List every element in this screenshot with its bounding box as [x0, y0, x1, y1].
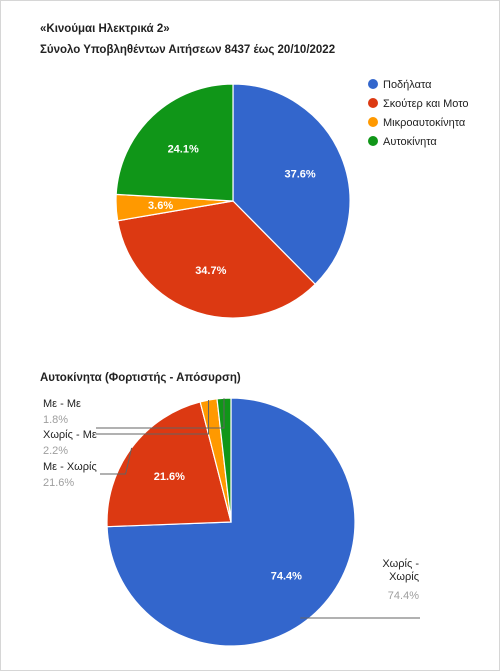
chart1-title: «Κινούμαι Ηλεκτρικά 2» — [40, 23, 170, 35]
chart2-callout-name-0-0: Χωρίς - — [382, 558, 419, 570]
legend-label-3: Αυτοκίνητα — [383, 136, 437, 148]
legend-label-1: Σκούτερ και Μοτο — [383, 98, 469, 110]
legend-marker-0 — [368, 79, 378, 89]
chart2-callout-pct-2: 2.2% — [43, 445, 68, 457]
legend-marker-3 — [368, 136, 378, 146]
legend-marker-2 — [368, 117, 378, 127]
legend-marker-1 — [368, 98, 378, 108]
chart1-slice-label-0: 37.6% — [285, 168, 316, 180]
chart2-callout-name-2: Χωρίς - Με — [43, 429, 97, 441]
chart1-slice-label-2: 3.6% — [148, 200, 173, 212]
chart2-callout-name-1: Με - Χωρίς — [43, 461, 97, 473]
chart1-subtitle: Σύνολο Υποβληθέντων Αιτήσεων 8437 έως 20… — [40, 44, 336, 56]
chart1-slice-label-3: 24.1% — [168, 143, 199, 155]
chart2-callout-line-3 — [96, 398, 225, 429]
chart2-callout-pct-3: 1.8% — [43, 414, 68, 426]
legend-label-0: Ποδήλατα — [383, 79, 432, 91]
chart1-slice-0 — [232, 83, 351, 286]
legend-label-2: Μικροαυτοκίνητα — [383, 117, 466, 129]
chart2-callout-pct-1: 21.6% — [43, 477, 74, 489]
chart1-slice-3 — [115, 83, 234, 202]
chart2-slice-3 — [216, 397, 232, 523]
chart1-slice-1 — [116, 200, 317, 319]
chart2-slice-label-0: 74.4% — [271, 570, 302, 582]
chart2-callout-line-1 — [100, 447, 133, 475]
chart2-slice-label-1: 21.6% — [154, 471, 185, 483]
chart2-callout-name-3: Με - Με — [43, 398, 81, 410]
chart1-slice-label-1: 34.7% — [195, 265, 226, 277]
chart2-callout-pct-0: 74.4% — [388, 590, 419, 602]
chart2-callout-line-2 — [96, 400, 210, 435]
chart2-title: Αυτοκίνητα (Φορτιστής - Απόσυρση) — [40, 372, 241, 384]
chart2-callout-name-0-1: Χωρίς — [389, 571, 419, 583]
